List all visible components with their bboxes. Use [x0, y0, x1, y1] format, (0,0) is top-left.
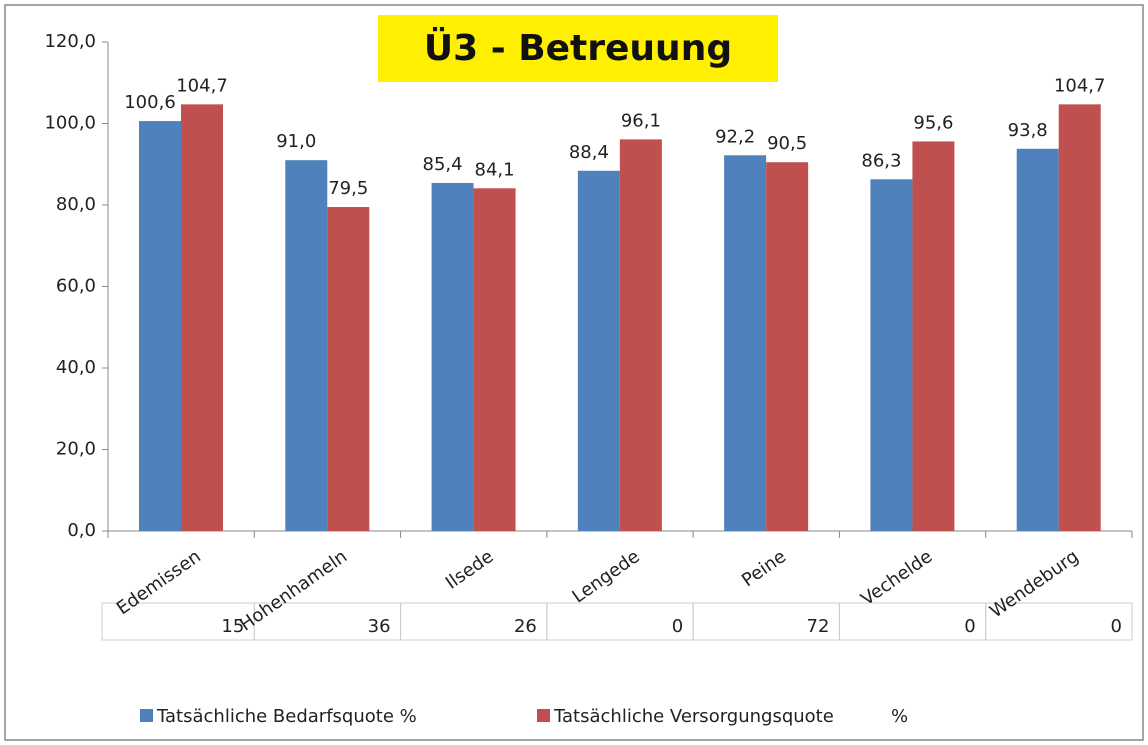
value-label: 96,1: [621, 110, 661, 131]
table-value: 0: [672, 616, 683, 637]
bar: [577, 170, 620, 531]
table-value: 72: [807, 616, 830, 637]
value-label: 79,5: [328, 178, 368, 199]
bar: [619, 139, 662, 531]
chart-title: Ü3 - Betreuung: [424, 27, 732, 69]
table-value: 0: [1111, 616, 1122, 637]
value-label: 88,4: [569, 142, 609, 163]
table-cell: [985, 602, 1133, 641]
value-label: 93,8: [1008, 120, 1048, 141]
bar: [1058, 104, 1101, 531]
legend-swatch: [140, 709, 153, 722]
table-value: 36: [368, 616, 391, 637]
y-tick-label: 100,0: [44, 113, 96, 134]
y-tick-label: 40,0: [56, 357, 96, 378]
bar: [473, 188, 516, 532]
bar: [181, 104, 223, 531]
value-label: 95,6: [913, 112, 953, 133]
value-label: 92,2: [715, 126, 755, 147]
value-label: 100,6: [124, 92, 176, 113]
y-tick-label: 80,0: [56, 194, 96, 215]
value-label: 84,1: [475, 159, 515, 180]
table-value: 0: [964, 616, 975, 637]
bar: [766, 162, 809, 531]
table-value: 15: [221, 616, 244, 637]
y-tick-label: 120,0: [44, 31, 96, 52]
value-label: 85,4: [423, 154, 463, 175]
legend-label: Tatsächliche Versorgungsquote %: [553, 706, 908, 727]
title-box: [378, 15, 778, 82]
value-label: 86,3: [861, 150, 901, 171]
legend-label: Tatsächliche Bedarfsquote %: [156, 706, 417, 727]
y-tick-label: 20,0: [56, 439, 96, 460]
bar: [1016, 148, 1059, 531]
bar: [724, 155, 767, 531]
value-label: 104,7: [1054, 75, 1106, 96]
value-label: 90,5: [767, 133, 807, 154]
bar: [285, 160, 328, 532]
bar: [431, 182, 474, 531]
bar: [870, 179, 913, 531]
bar: [912, 141, 955, 531]
table-value: 26: [514, 616, 537, 637]
legend-swatch: [537, 709, 550, 722]
y-tick-label: 0,0: [67, 520, 96, 541]
bar: [327, 207, 370, 531]
bar: [139, 121, 181, 532]
value-label: 91,0: [276, 131, 316, 152]
y-tick-label: 60,0: [56, 276, 96, 297]
value-label: 104,7: [176, 75, 228, 96]
